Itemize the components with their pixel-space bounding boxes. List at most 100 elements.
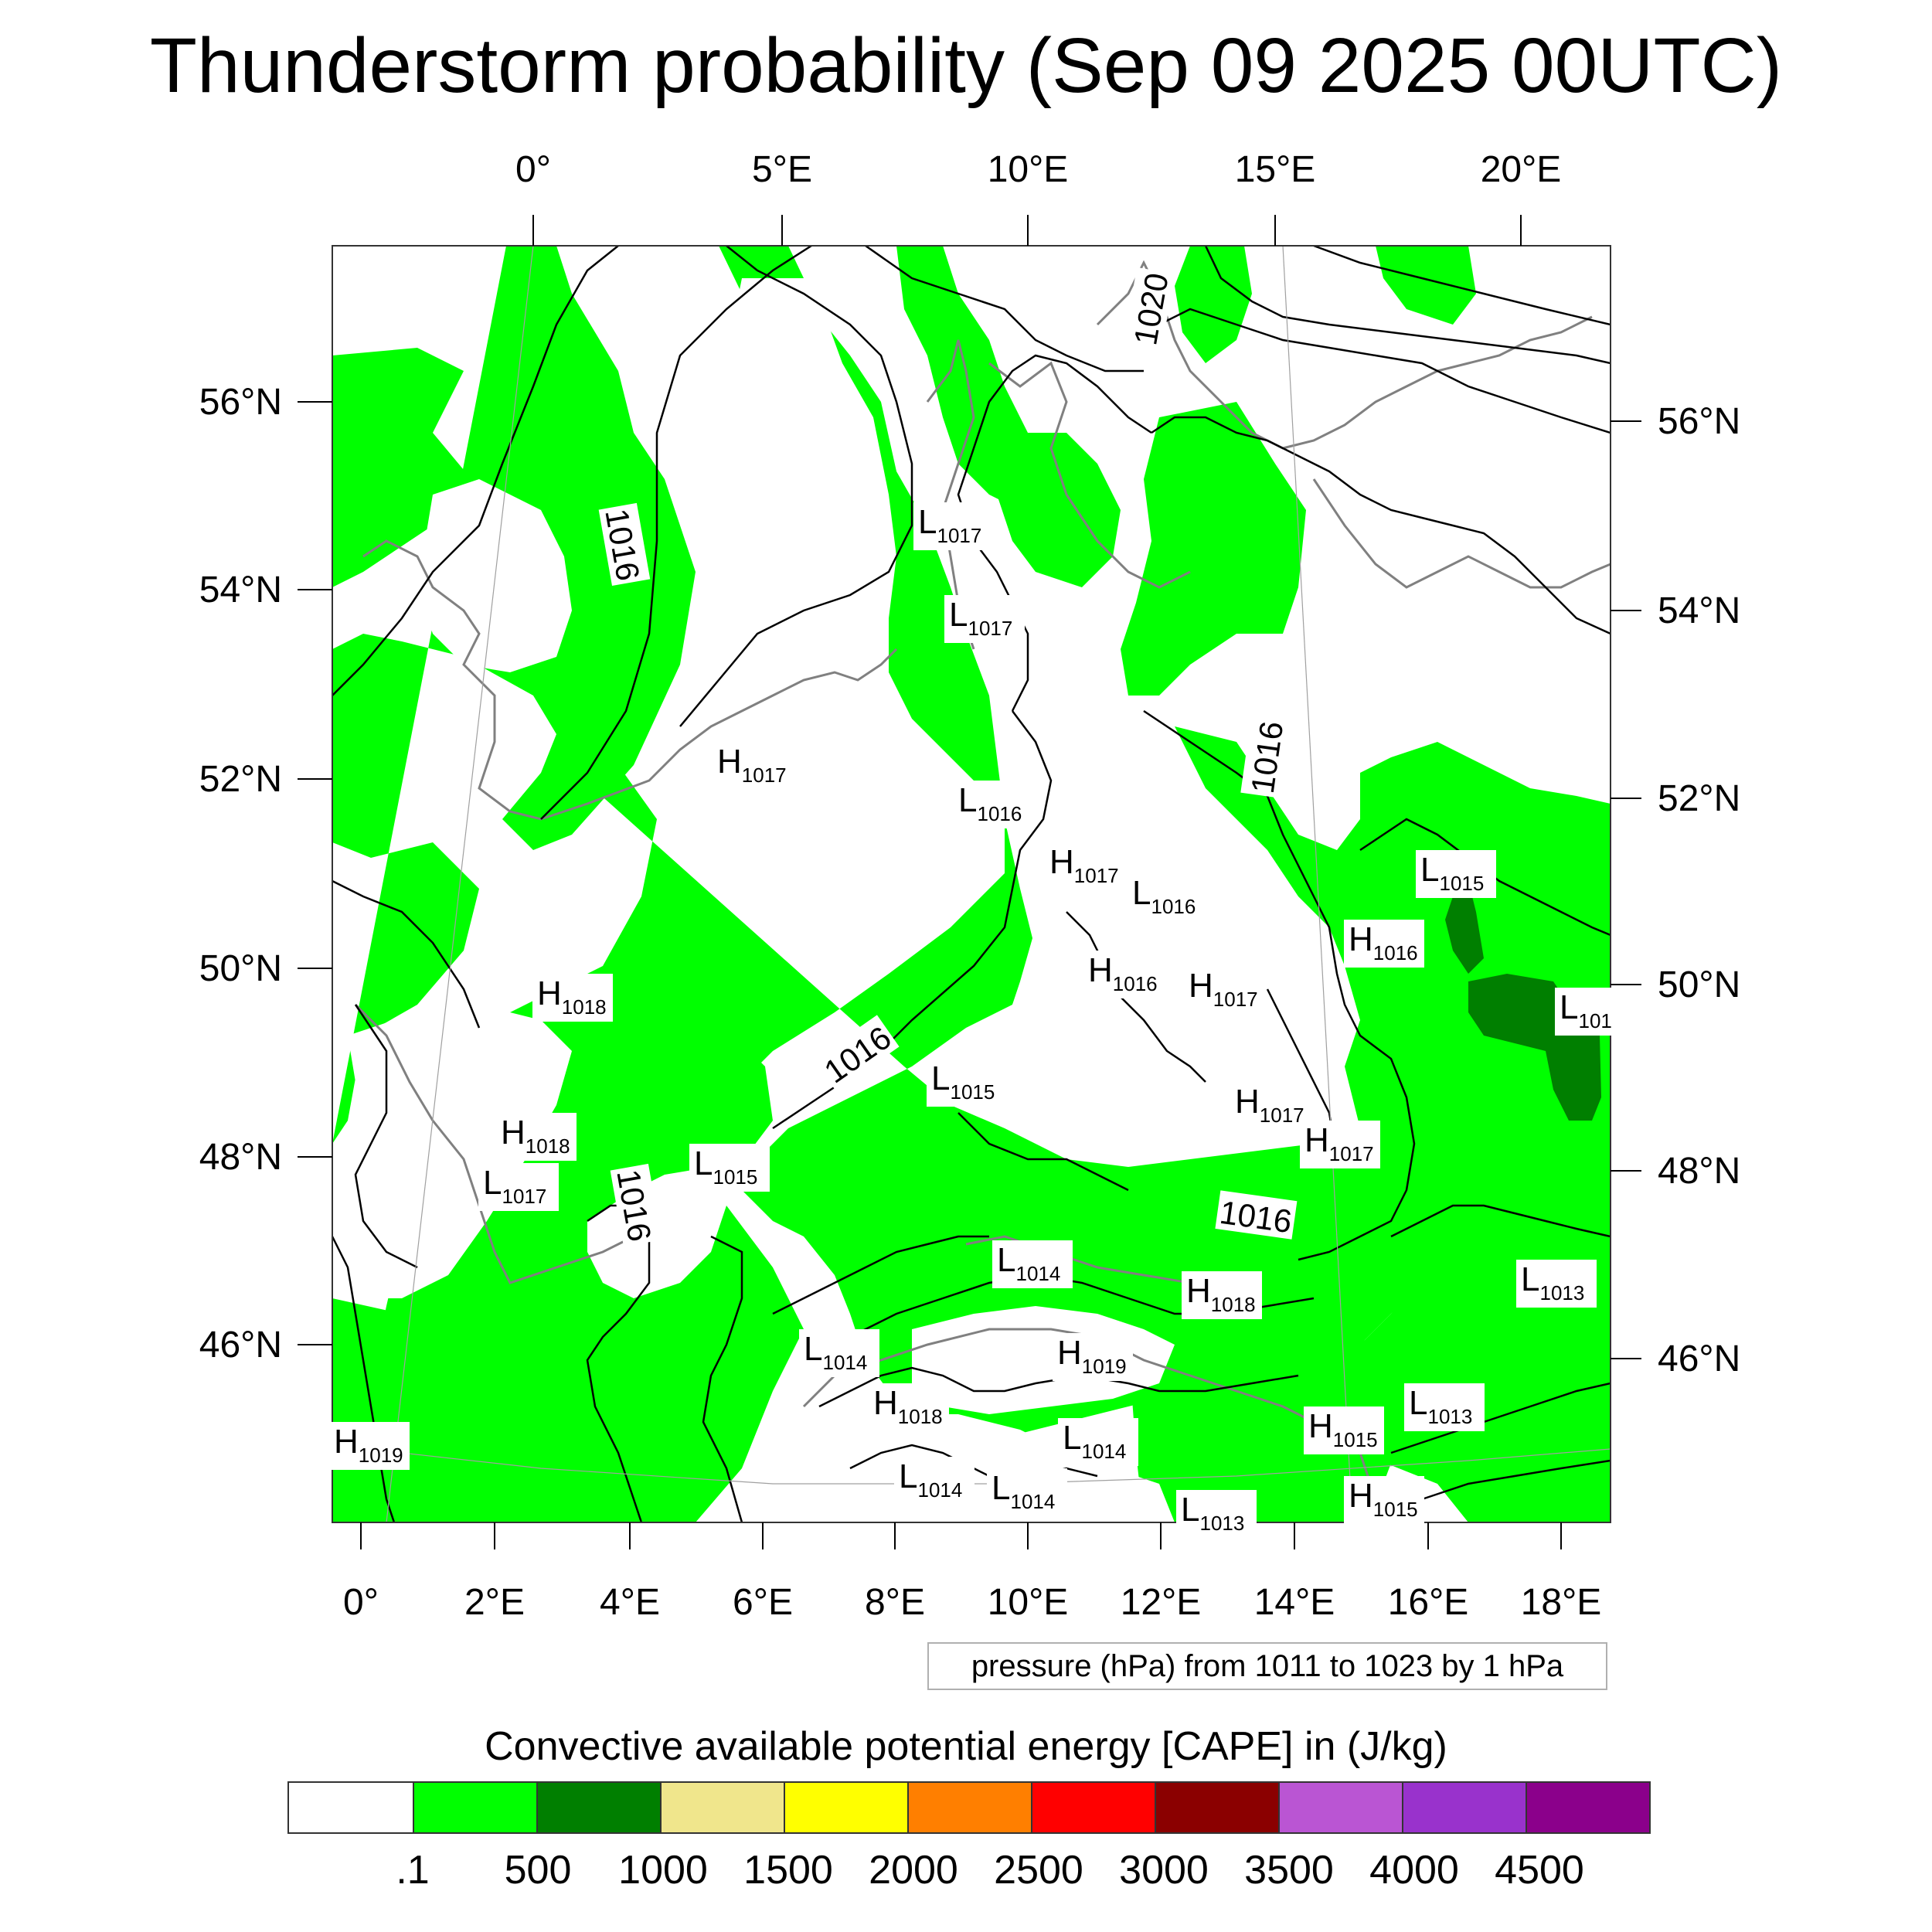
colorbar-label: 4000 [1369, 1848, 1459, 1893]
low-pressure-label: L1014 [997, 1241, 1060, 1285]
bottom-tick-label: 6°E [733, 1582, 793, 1623]
high-pressure-label: H1017 [1189, 967, 1258, 1011]
right-tick-label: 46°N [1658, 1338, 1741, 1379]
bottom-tick-label: 12°E [1120, 1582, 1202, 1623]
pressure-label-background [954, 781, 1034, 828]
bottom-tick-label: 16°E [1387, 1582, 1469, 1623]
bottom-tick-label: 0° [343, 1582, 379, 1623]
pressure-label-background [927, 1059, 1007, 1107]
colorbar-box [1031, 1783, 1155, 1832]
colorbar-label: .1 [396, 1848, 430, 1893]
top-tick-label: 10°E [987, 149, 1069, 190]
high-pressure-label: H1016 [1349, 920, 1418, 964]
bottom-tick-label: 10°E [987, 1582, 1069, 1623]
low-pressure-label: L1013 [1521, 1260, 1584, 1304]
pressure-label-background [1045, 842, 1125, 890]
bottom-tick-label: 2°E [464, 1582, 525, 1623]
colorbar-label: 500 [504, 1848, 572, 1893]
left-tick-label: 46°N [199, 1325, 282, 1366]
pressure-label-background [1555, 988, 1623, 1036]
low-pressure-label: L1015 [931, 1060, 995, 1104]
colorbar-box [907, 1783, 1031, 1832]
colorbar-label: 3500 [1244, 1848, 1334, 1893]
low-pressure-label: L1014 [804, 1330, 867, 1374]
colorbar-box [536, 1783, 660, 1832]
high-pressure-label: H1019 [334, 1423, 403, 1467]
low-pressure-label: L1015 [694, 1145, 757, 1189]
pressure-label-background [1176, 1490, 1257, 1538]
high-pressure-label: H1015 [1349, 1477, 1418, 1521]
pressure-label-background [713, 742, 793, 790]
high-pressure-label: H1017 [717, 743, 787, 787]
low-pressure-label: L101 [1560, 988, 1612, 1032]
colorbar-box [1526, 1783, 1649, 1832]
pressure-label-background [1516, 1260, 1597, 1308]
colorbar-box [289, 1783, 413, 1832]
left-tick-label: 48°N [199, 1137, 282, 1178]
high-pressure-label: H1017 [1304, 1121, 1374, 1165]
low-pressure-label: L1015 [1420, 851, 1484, 895]
top-tick-label: 5°E [752, 149, 812, 190]
low-pressure-label: L1014 [1063, 1419, 1126, 1463]
low-pressure-label: L1014 [992, 1469, 1055, 1513]
high-pressure-label: H1018 [537, 975, 607, 1019]
cape-field [332, 246, 1611, 1522]
high-pressure-label: H1015 [1308, 1407, 1378, 1451]
colorbar-box [784, 1783, 907, 1832]
pressure-label-background [987, 1468, 1067, 1516]
pressure-label-background [478, 1163, 559, 1211]
low-pressure-label: L1017 [949, 596, 1012, 640]
bottom-tick-label: 18°E [1520, 1582, 1602, 1623]
pressure-label-background [1184, 966, 1264, 1014]
low-pressure-label: L1014 [899, 1458, 962, 1502]
colorbar-label: 2500 [994, 1848, 1083, 1893]
pressure-label-background [1304, 1406, 1384, 1454]
top-tick-label: 15°E [1234, 149, 1316, 190]
pressure-label-background [329, 1422, 410, 1470]
left-tick-label: 50°N [199, 948, 282, 989]
colorbar-box [660, 1783, 784, 1832]
pressure-label-background [1230, 1082, 1311, 1130]
bottom-tick-label: 14°E [1253, 1582, 1335, 1623]
isobar-label: 1016 [598, 502, 651, 587]
right-tick-label: 54°N [1658, 590, 1741, 631]
pressure-label-background [1344, 1476, 1424, 1524]
pressure-label-background [869, 1383, 949, 1431]
left-tick-label: 56°N [199, 382, 282, 423]
low-pressure-label: L1016 [1132, 874, 1196, 918]
isobar-label: 1016 [1215, 1190, 1298, 1240]
low-pressure-label: L1017 [483, 1164, 546, 1208]
contour-info-box: pressure (hPa) from 1011 to 1023 by 1 hP… [927, 1642, 1607, 1690]
right-tick-label: 50°N [1658, 964, 1741, 1005]
right-tick-label: 56°N [1658, 401, 1741, 442]
pressure-label-background [496, 1113, 577, 1161]
colorbar-label: 3000 [1119, 1848, 1209, 1893]
pressure-label-background [1083, 951, 1164, 998]
bottom-tick-label: 8°E [865, 1582, 925, 1623]
right-tick-label: 48°N [1658, 1151, 1741, 1192]
low-pressure-label: L1013 [1181, 1491, 1244, 1535]
pressure-label-background [1300, 1121, 1380, 1168]
high-pressure-label: H1017 [1235, 1083, 1304, 1127]
colorbar [287, 1781, 1651, 1834]
colorbar-box [1278, 1783, 1402, 1832]
colorbar-label: 1500 [743, 1848, 833, 1893]
colorbar-title: Convective available potential energy [C… [485, 1724, 1447, 1769]
right-tick-label: 52°N [1658, 778, 1741, 819]
left-tick-label: 54°N [199, 570, 282, 611]
colorbar-label: 2000 [869, 1848, 958, 1893]
pressure-label-background [944, 595, 1025, 643]
colorbar-label: 1000 [618, 1848, 708, 1893]
pressure-label-background [1053, 1333, 1133, 1381]
pressure-label-background [1182, 1271, 1262, 1319]
high-pressure-label: H1016 [1088, 951, 1158, 995]
high-pressure-label: H1017 [1049, 843, 1119, 887]
pressure-label-background [1404, 1383, 1485, 1431]
left-tick-label: 52°N [199, 759, 282, 800]
top-tick-label: 20°E [1480, 149, 1562, 190]
map-frame [332, 245, 1611, 1523]
pressure-label-background [894, 1457, 975, 1505]
